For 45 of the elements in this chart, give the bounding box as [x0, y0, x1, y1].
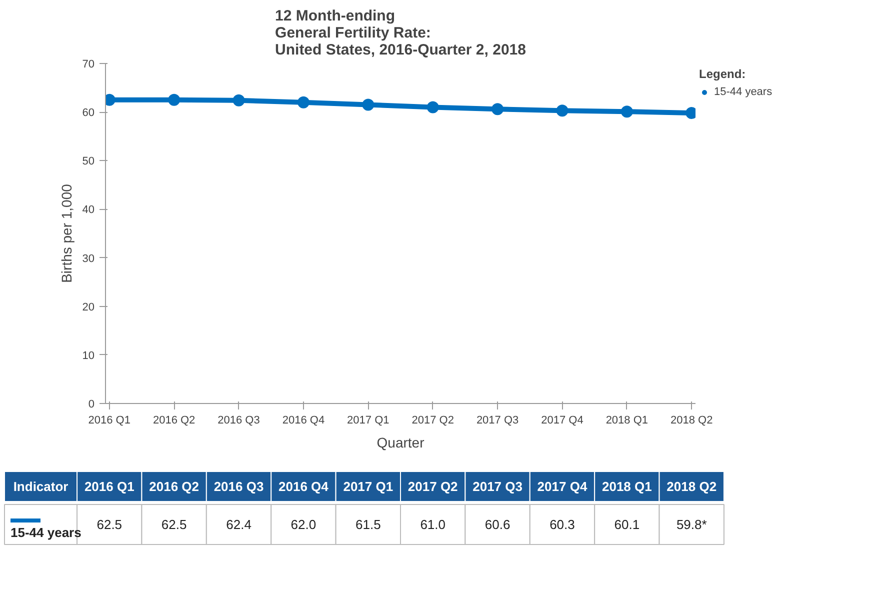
chart-title: 12 Month-ending General Fertility Rate: United States, 2016-Quarter 2, 2018 — [275, 8, 526, 58]
category-label: 2016 Q4 — [278, 479, 328, 494]
category-label: 2016 Q1 — [84, 479, 134, 494]
data-label: 60.1 — [614, 517, 640, 532]
x-tick-label: 2017 Q2 — [412, 414, 454, 426]
data-label: 60.3 — [550, 517, 575, 532]
legend-title: Legend: — [699, 67, 747, 81]
category-label: 2016 Q3 — [214, 479, 264, 494]
y-tick-label: 50 — [82, 156, 95, 168]
y-tick-label: 20 — [82, 301, 95, 314]
data-label: 59.8* — [676, 517, 707, 532]
y-axis-title: Births per 1,000 — [58, 184, 74, 283]
category-label: 2018 Q2 — [666, 479, 717, 494]
x-tick-label: 2016 Q2 — [152, 414, 196, 426]
x-axis-title: Quarter — [376, 434, 425, 450]
category-label: 2017 Q4 — [537, 479, 588, 494]
category-label: 2016 Q2 — [149, 479, 200, 494]
category-label: 2017 Q1 — [343, 479, 394, 494]
y-tick-label: 40 — [82, 204, 95, 216]
data-label: 60.6 — [484, 517, 510, 532]
legend-label: 15-44 years — [714, 86, 772, 98]
text: 15-44 years — [10, 525, 82, 540]
y-tick-label: 10 — [82, 350, 95, 362]
data-label: 62.0 — [290, 517, 316, 532]
x-tick-label: 2018 Q1 — [606, 414, 648, 426]
category-label: 2017 Q3 — [472, 479, 522, 494]
x-tick-label: 2017 Q1 — [347, 414, 390, 426]
x-tick-label: 2018 Q2 — [670, 414, 713, 426]
data-label: 61.0 — [420, 517, 446, 532]
data-label: 62.5 — [161, 517, 187, 532]
x-tick-label: 2017 Q4 — [541, 414, 584, 426]
x-tick-label: 2016 Q4 — [282, 414, 325, 426]
x-tick-label: 2017 Q3 — [476, 414, 519, 426]
data-label: 61.5 — [356, 517, 381, 532]
category-label: 2018 Q1 — [602, 479, 652, 494]
data-label: 62.5 — [96, 517, 122, 532]
y-tick-label: 60 — [82, 107, 95, 120]
x-tick-label: 2016 Q3 — [218, 414, 260, 426]
category-label: 2017 Q2 — [408, 479, 458, 494]
y-tick-label: 70 — [82, 58, 95, 70]
x-tick-label: 2016 Q1 — [88, 414, 130, 426]
text: Indicator — [13, 479, 68, 494]
y-tick-label: 0 — [88, 398, 95, 410]
data-label: 62.4 — [226, 517, 252, 532]
y-tick-label: 30 — [82, 252, 95, 265]
